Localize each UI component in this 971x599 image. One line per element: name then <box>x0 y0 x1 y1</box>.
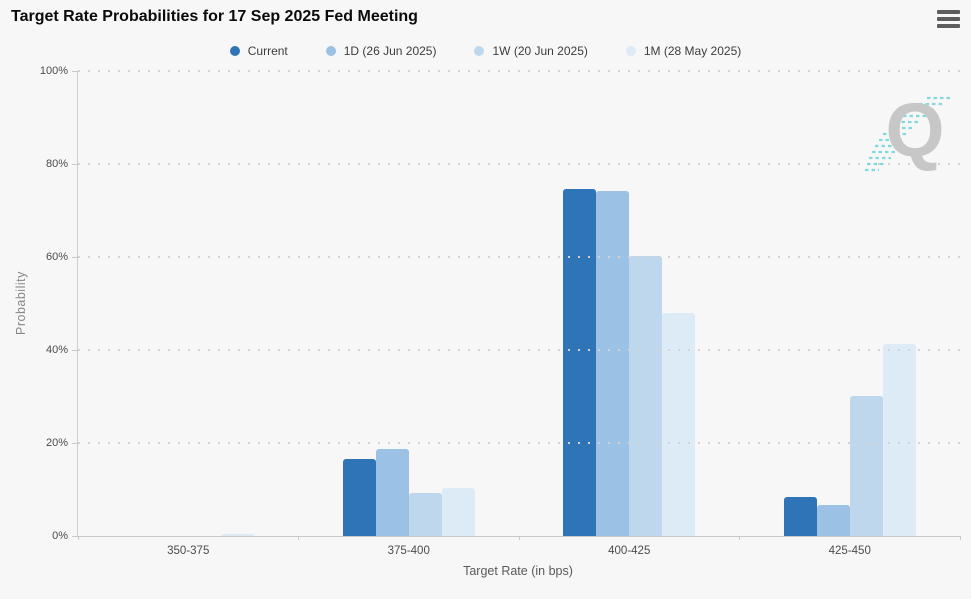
bar-1m-28-may-2025-375-400[interactable] <box>441 487 475 536</box>
y-tick-label: 100% <box>39 65 68 77</box>
bar-group-350-375: 350-375 <box>78 71 299 557</box>
x-axis-tick <box>518 536 520 540</box>
legend-item-1d-26-jun-2025[interactable]: 1D (26 Jun 2025) <box>325 44 437 58</box>
y-axis-tick <box>72 163 78 165</box>
bar-1w-20-jun-2025-425-450[interactable] <box>849 395 883 536</box>
legend-label: 1W (20 Jun 2025) <box>492 44 588 58</box>
gridline-20 <box>78 442 960 444</box>
y-axis-tick <box>72 70 78 72</box>
legend-dot-icon <box>229 46 240 56</box>
bar-current-400-425[interactable] <box>563 188 597 536</box>
gridline-40 <box>78 349 960 351</box>
y-tick-label: 20% <box>45 437 68 449</box>
y-tick-label: 40% <box>45 344 68 356</box>
x-tick-label-400-425: 400-425 <box>608 545 651 557</box>
y-axis-tick <box>72 256 78 258</box>
y-axis-title: Probability <box>14 271 28 336</box>
bar-1m-28-may-2025-425-450[interactable] <box>882 344 916 536</box>
gridline-80 <box>78 163 960 165</box>
x-axis-tick <box>298 536 299 540</box>
page-title: Target Rate Probabilities for 17 Sep 202… <box>11 8 418 25</box>
bar-current-425-450[interactable] <box>783 496 817 536</box>
bar-1d-26-jun-2025-425-450[interactable] <box>816 504 850 536</box>
legend-dot-icon <box>625 46 636 56</box>
y-tick-label: 80% <box>45 158 68 170</box>
bar-group-400-425: 400-425 <box>519 71 740 557</box>
hamburger-menu-icon[interactable] <box>937 10 960 28</box>
hamburger-bar <box>937 24 960 28</box>
bar-groups-container: 350-375 375-400 400-425 425-450 <box>78 71 961 557</box>
bar-1w-20-jun-2025-375-400[interactable] <box>408 492 442 536</box>
gridline-60 <box>78 256 960 258</box>
x-axis-title: Target Rate (in bps) <box>463 564 573 578</box>
bar-1d-26-jun-2025-375-400[interactable] <box>375 448 409 536</box>
legend-dot-icon <box>325 46 336 56</box>
bar-group-375-400: 375-400 <box>299 71 520 557</box>
x-tick-label-375-400: 375-400 <box>387 545 430 557</box>
legend-item-1w-20-jun-2025[interactable]: 1W (20 Jun 2025) <box>474 44 588 58</box>
y-tick-label: 60% <box>45 251 68 263</box>
bar-group-425-450: 425-450 <box>740 71 961 557</box>
y-tick-label: 0% <box>52 530 68 542</box>
y-axis-tick <box>72 349 78 351</box>
x-tick-label-350-375: 350-375 <box>167 545 210 557</box>
y-axis-tick <box>72 535 78 537</box>
x-tick-label-425-450: 425-450 <box>828 545 871 557</box>
bar-1m-28-may-2025-350-375[interactable] <box>221 534 255 536</box>
bar-1m-28-may-2025-400-425[interactable] <box>662 312 696 536</box>
hamburger-bar <box>937 17 960 21</box>
legend-item-current[interactable]: Current <box>229 44 288 58</box>
x-axis-tick <box>77 536 79 540</box>
bar-current-375-400[interactable] <box>342 458 376 536</box>
legend-label: 1M (28 May 2025) <box>643 44 742 58</box>
x-axis-tick <box>739 536 740 540</box>
hamburger-bar <box>937 10 960 14</box>
legend-item-1m-28-may-2025[interactable]: 1M (28 May 2025) <box>625 44 742 58</box>
x-axis-tick <box>959 536 961 540</box>
legend-dot-icon <box>474 46 485 56</box>
bar-1w-20-jun-2025-400-425[interactable] <box>629 256 663 536</box>
plot-area: 350-375 375-400 400-425 425-450 0% 20% 40% 60%… <box>40 65 961 557</box>
chart-legend: Current 1D (26 Jun 2025) 1W (20 Jun 2025) 1… <box>0 44 971 58</box>
gridline-100 <box>78 70 960 72</box>
y-axis-tick <box>72 442 78 444</box>
legend-label: Current <box>247 44 288 58</box>
legend-label: 1D (26 Jun 2025) <box>343 44 437 58</box>
bar-1d-26-jun-2025-400-425[interactable] <box>596 191 630 536</box>
